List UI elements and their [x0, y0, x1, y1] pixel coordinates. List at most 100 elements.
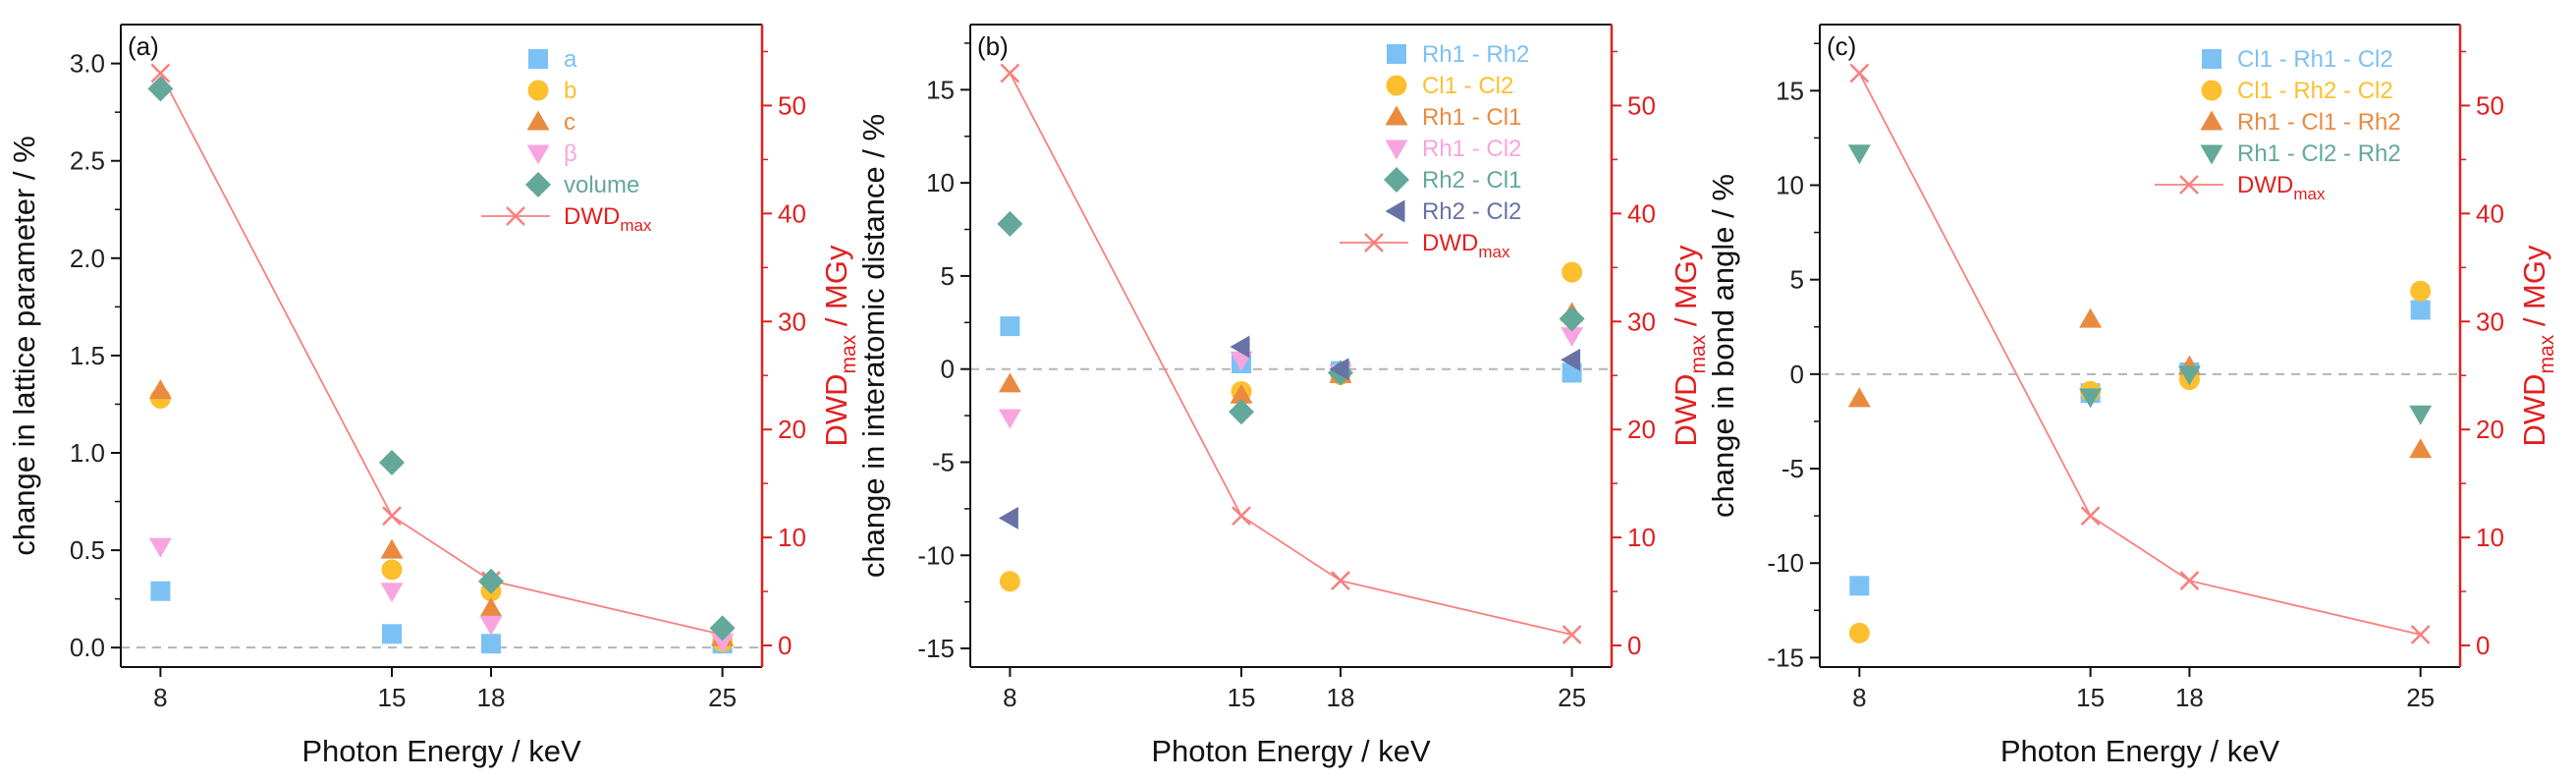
- y2-tick-label: 0: [1627, 631, 1641, 660]
- y2-tick-label: 40: [1627, 198, 1656, 228]
- dwd-max-marker: [1562, 625, 1582, 644]
- dwd-max-marker: [382, 506, 402, 527]
- data-point-rh1-cl1: [998, 372, 1021, 393]
- y-axis-title: change in lattice parameter / %: [7, 136, 41, 555]
- dwd-max-marker: [1849, 63, 1870, 84]
- x-axis-title: Photon Energy / keV: [2001, 734, 2280, 768]
- y2-axis-title-unit: / MGy: [1669, 245, 1703, 335]
- dwd-max-line: [1858, 73, 2421, 636]
- legend-marker: [2200, 144, 2223, 165]
- y2-tick-label: 20: [778, 415, 806, 444]
- legend-item-rh1-cl2: Rh1 - Cl2: [1385, 136, 1521, 162]
- legend-marker: [1364, 233, 1384, 252]
- legend-item-rh2-cl2: Rh2 - Cl2: [1385, 198, 1521, 225]
- data-point-a: [480, 634, 501, 654]
- data-point-volume: [147, 76, 174, 102]
- panel-label: (b): [977, 31, 1009, 61]
- y2-axis-title: DWDmax / MGy: [1669, 245, 1710, 447]
- x-tick-label: 15: [1228, 683, 1256, 712]
- legend-item-rh2-cl1: Rh2 - Cl1: [1384, 167, 1521, 194]
- y-tick-label: 15: [1776, 76, 1804, 105]
- panel-label: (a): [128, 31, 159, 61]
- y2-tick-label: 10: [1627, 523, 1656, 552]
- y2-axis-title-sub: max: [2536, 334, 2558, 373]
- data-point-b: [381, 559, 403, 581]
- y-tick-label: -15: [917, 634, 955, 663]
- data-point-rh2-cl2: [1561, 348, 1581, 371]
- data-point-rh2-cl1: [997, 210, 1023, 237]
- x-axis-title: Photon Energy / keV: [1151, 734, 1431, 768]
- y-tick-label: 1.5: [70, 341, 105, 370]
- data-point-rh1-cl2-rh2: [2177, 365, 2201, 386]
- dwd-max-line: [159, 73, 723, 636]
- series-rh1-cl1: [998, 302, 1584, 404]
- y2-axis-title-sub: max: [1687, 334, 1710, 373]
- series-volume: [147, 76, 736, 642]
- legend-label: b: [564, 78, 576, 104]
- y2-tick-label: 20: [2476, 415, 2504, 444]
- y2-tick-label: 30: [778, 307, 806, 336]
- y-axis-title: change in interatomic distance / %: [856, 114, 891, 578]
- data-point-a: [382, 624, 403, 644]
- data-point-beta: [148, 537, 172, 558]
- data-point-rh1-cl2-rh2: [1847, 144, 1871, 165]
- x-tick-label: 15: [2076, 683, 2105, 712]
- y-tick-label: 0: [1790, 360, 1804, 389]
- y2-tick-label: 20: [1627, 415, 1656, 444]
- legend-marker: [2179, 175, 2199, 195]
- y2-tick-label: 0: [2476, 631, 2490, 660]
- data-point-rh1-rh2: [1000, 316, 1020, 337]
- y2-tick-label: 30: [1627, 307, 1656, 336]
- legend-marker: [1385, 105, 1408, 126]
- data-point-cl1-rh2-cl2: [2410, 280, 2432, 302]
- legend-label-main: DWD: [564, 203, 620, 230]
- legend-label: Rh1 - Cl1: [1422, 104, 1521, 131]
- y2-axis-title-main: DWD: [2517, 373, 2551, 446]
- chart-panel-2: -15 -10 -5 0 5 10 15 0 10 20 30 40 50 8 15 18 25 Photon E…: [856, 24, 1710, 768]
- y-axis-title: change in bond angle / %: [1706, 174, 1740, 518]
- data-point-c: [380, 538, 404, 559]
- series-c: [148, 379, 735, 646]
- legend-item-dwd-max: DWDmax: [481, 203, 652, 235]
- y2-tick-label: 0: [778, 631, 792, 660]
- data-point-rh1-cl1-rh2: [2409, 438, 2433, 459]
- dwd-max-marker: [1232, 506, 1251, 527]
- series-b: [149, 388, 734, 652]
- legend-marker: [1386, 75, 1407, 96]
- x-tick-label: 8: [1003, 683, 1016, 712]
- legend-item-dwd-max: DWDmax: [2155, 172, 2326, 203]
- series-beta: [148, 537, 735, 653]
- legend-label: DWDmax: [564, 203, 652, 235]
- data-point-rh1-cl2: [1561, 327, 1584, 348]
- x-tick-label: 18: [477, 683, 506, 712]
- data-point-volume: [477, 568, 504, 594]
- data-point-c: [148, 379, 172, 400]
- data-point-c: [479, 597, 503, 618]
- data-point-rh2-cl1: [1229, 399, 1255, 425]
- legend-label-main: DWD: [2237, 172, 2293, 198]
- legend-label: Cl1 - Rh1 - Cl2: [2237, 46, 2393, 73]
- series-rh1-rh2: [1000, 316, 1582, 383]
- data-point-cl1-rh1-cl2: [1849, 576, 1870, 596]
- series-cl1-cl2: [999, 261, 1583, 592]
- data-point-beta: [380, 583, 404, 603]
- data-point-rh1-cl2-rh2: [2079, 388, 2103, 409]
- legend-label: Rh2 - Cl1: [1422, 167, 1521, 194]
- chart-panel-1: 0.0 0.5 1.0 1.5 2.0 2.5 3.0 0 10 20 30 40 50 8 15 18 25 P…: [7, 24, 860, 768]
- x-tick-label: 25: [1558, 683, 1586, 712]
- legend-label: Cl1 - Rh2 - Cl2: [2237, 78, 2393, 104]
- chart-panel-3: -15 -10 -5 0 5 10 15 0 10 20 30 40 50 8 15 18 25 Photon E…: [1706, 24, 2558, 768]
- y2-axis-title-main: DWD: [1669, 373, 1703, 446]
- legend-label: Rh1 - Cl2 - Rh2: [2237, 140, 2401, 167]
- series-rh1-cl1-rh2: [1847, 307, 2433, 459]
- legend-item-a: a: [528, 46, 577, 73]
- y-tick-label: -15: [1767, 642, 1804, 672]
- data-point-beta: [479, 615, 503, 636]
- legend-label-sub: max: [2293, 185, 2326, 203]
- data-point-volume: [709, 615, 736, 642]
- legend-label: Rh1 - Cl1 - Rh2: [2237, 109, 2401, 136]
- y2-tick-label: 50: [2476, 90, 2504, 120]
- legend-marker: [527, 80, 549, 101]
- legend-marker: [1385, 199, 1405, 223]
